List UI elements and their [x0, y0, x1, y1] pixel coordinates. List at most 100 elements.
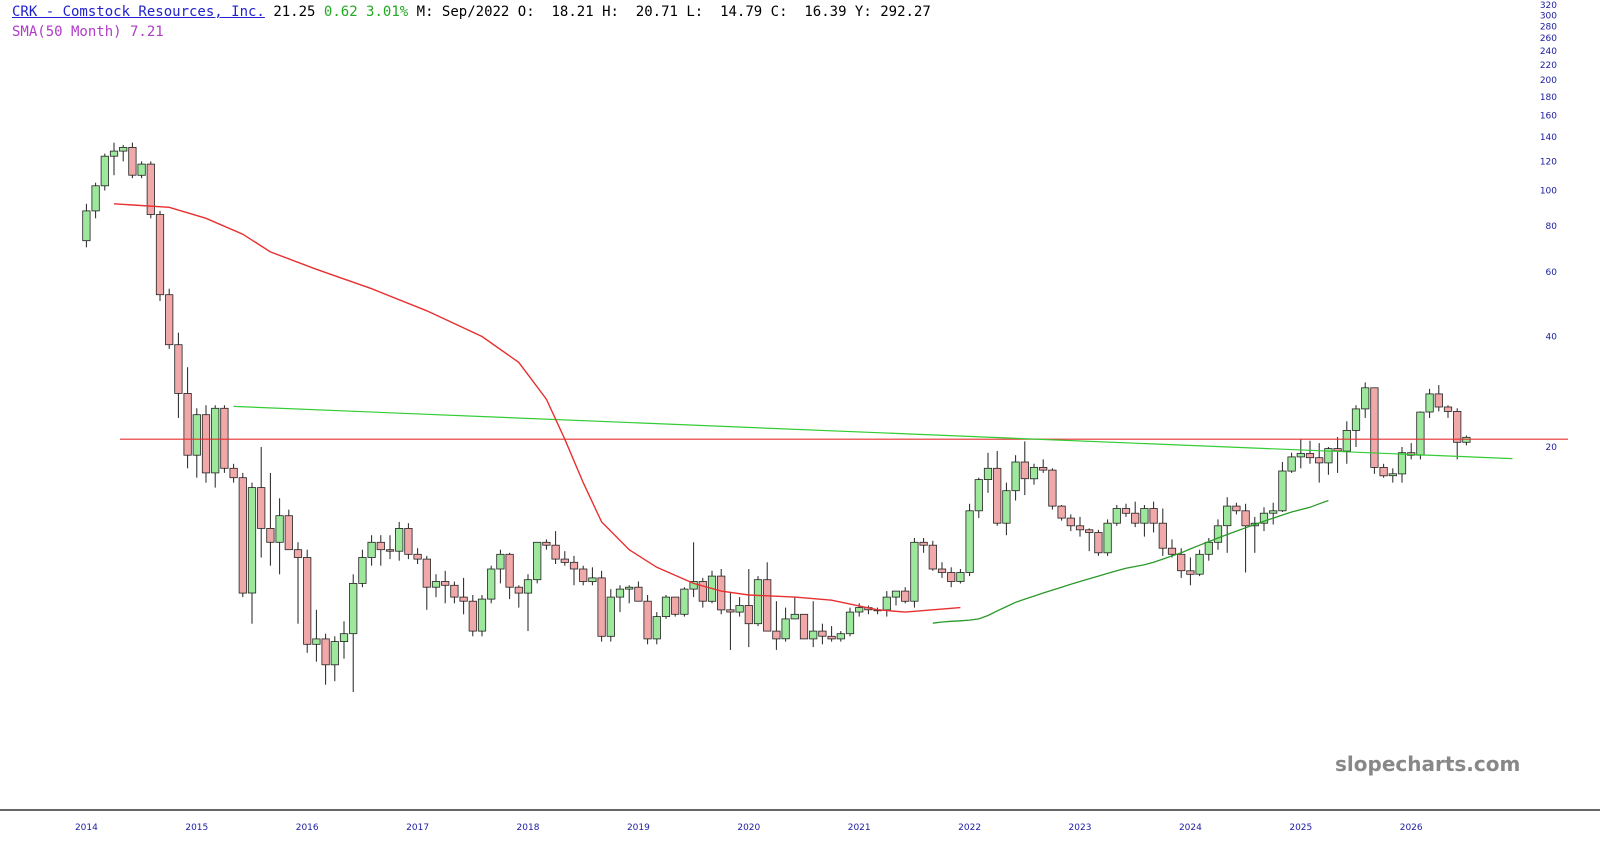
candle: [1462, 435, 1471, 446]
candle-body: [441, 581, 450, 586]
candle: [533, 541, 542, 584]
candle: [1131, 501, 1140, 528]
candle-body: [1453, 410, 1462, 443]
candle-body: [910, 541, 919, 602]
candle-body: [174, 344, 183, 394]
ticker-link[interactable]: CRK - Comstock Resources, Inc.: [12, 4, 265, 20]
candle-body: [119, 146, 128, 152]
candle: [385, 535, 395, 560]
candle-body: [1075, 525, 1085, 531]
candle: [293, 542, 303, 624]
candle: [698, 577, 707, 608]
sma-green-line: [932, 499, 1329, 624]
candle: [367, 535, 376, 566]
candle: [1259, 507, 1269, 532]
candle: [137, 161, 146, 179]
candle: [496, 549, 505, 584]
candle-body: [514, 586, 523, 594]
sma-red-line: [113, 203, 961, 613]
candle: [303, 549, 312, 653]
candle-body: [1370, 387, 1379, 468]
x-tick-label: 2017: [406, 823, 429, 833]
candle-body: [818, 630, 827, 637]
candle: [680, 587, 689, 617]
candle-body: [459, 596, 468, 602]
candle-body: [1241, 510, 1250, 527]
candle-body: [1085, 529, 1094, 533]
candle: [450, 581, 459, 604]
candle-body: [753, 579, 763, 625]
candle-body: [1149, 508, 1158, 524]
candle: [339, 621, 349, 659]
candle-body: [1232, 505, 1241, 512]
candle-body: [1057, 505, 1066, 519]
candle: [891, 590, 901, 606]
candle: [100, 153, 109, 191]
candle-body: [82, 210, 91, 242]
candle-body: [1112, 508, 1121, 524]
candle: [671, 596, 680, 617]
candle-body: [450, 584, 459, 598]
candle-body: [855, 607, 864, 613]
candle: [1149, 501, 1158, 533]
candle: [753, 576, 763, 627]
candle-body: [257, 487, 266, 529]
candle: [947, 567, 956, 588]
candle: [790, 597, 799, 620]
candle-body: [321, 638, 330, 666]
candle: [1443, 405, 1453, 418]
candle: [523, 574, 533, 632]
candle-body: [229, 467, 238, 479]
candle: [735, 597, 744, 617]
candle-body: [1324, 448, 1333, 464]
candle-body: [1158, 522, 1167, 549]
candle-body: [128, 146, 137, 176]
watermark: slopecharts.com: [1335, 752, 1520, 776]
candle-body: [652, 616, 661, 640]
candle-body: [1269, 510, 1278, 514]
candle-body: [1296, 453, 1305, 458]
candle-body: [1223, 505, 1232, 527]
candle-body: [358, 557, 367, 584]
candle-body: [349, 583, 358, 635]
candle-body: [680, 588, 689, 615]
candle-body: [1020, 461, 1029, 480]
candle: [422, 555, 431, 610]
x-tick-label: 2022: [958, 823, 981, 833]
candle-body: [809, 630, 818, 640]
candle: [1434, 385, 1443, 412]
candle: [919, 538, 928, 553]
candle-body: [634, 586, 643, 602]
y-tick-label: 60: [1546, 268, 1558, 278]
candle: [551, 531, 560, 564]
candle: [882, 591, 891, 617]
candle: [1094, 529, 1103, 556]
candle-body: [671, 596, 680, 615]
candle-body: [615, 588, 625, 598]
bar-info: M: Sep/2022 O: 18.21 H: 20.71 L: 14.79 C…: [416, 4, 931, 20]
candle-body: [312, 638, 321, 645]
y-tick-label: 320: [1540, 1, 1557, 11]
candle: [91, 182, 100, 219]
candle: [505, 552, 514, 600]
candle: [413, 548, 422, 564]
candle-body: [109, 150, 119, 157]
candle: [459, 577, 468, 615]
candle: [1103, 519, 1112, 556]
candle: [404, 523, 413, 560]
candle-body: [1443, 406, 1453, 412]
candle: [155, 210, 165, 301]
candle-body: [901, 590, 910, 602]
y-tick-label: 140: [1540, 133, 1557, 143]
candle: [257, 447, 266, 558]
x-tick-label: 2026: [1400, 823, 1423, 833]
candle: [845, 607, 855, 637]
candle: [1121, 503, 1131, 517]
candle-body: [1361, 387, 1370, 410]
candle: [1140, 505, 1149, 537]
candle-body: [661, 596, 671, 617]
candle: [781, 607, 790, 642]
candle-body: [974, 479, 983, 512]
candle-body: [1094, 532, 1103, 554]
